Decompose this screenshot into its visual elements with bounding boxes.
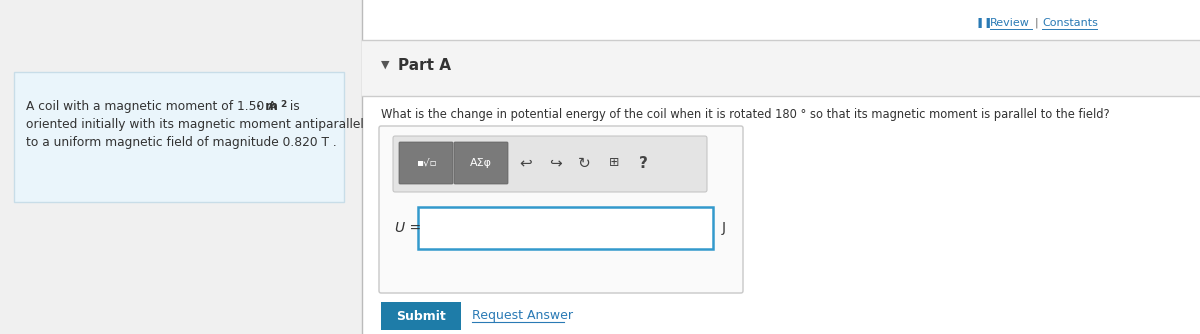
Text: ?: ? [638, 156, 648, 170]
Text: Request Answer: Request Answer [472, 310, 574, 323]
FancyBboxPatch shape [394, 136, 707, 192]
Text: J: J [722, 221, 726, 235]
Text: |: | [1034, 18, 1039, 28]
Text: to a uniform magnetic field of magnitude 0.820 T .: to a uniform magnetic field of magnitude… [26, 136, 337, 149]
Text: 2: 2 [280, 100, 287, 109]
FancyBboxPatch shape [398, 142, 454, 184]
Text: ❚❚: ❚❚ [976, 18, 995, 28]
FancyBboxPatch shape [454, 142, 508, 184]
FancyBboxPatch shape [14, 72, 344, 202]
Bar [362, 0, 1200, 334]
Text: U =: U = [395, 221, 421, 235]
Bar [418, 207, 713, 249]
Text: What is the change in potential energy of the coil when it is rotated 180 ° so t: What is the change in potential energy o… [382, 108, 1110, 121]
Text: A coil with a magnetic moment of 1.50 A: A coil with a magnetic moment of 1.50 A [26, 100, 276, 113]
Text: ↩: ↩ [520, 156, 533, 170]
Text: ▼: ▼ [382, 60, 390, 70]
Text: Submit: Submit [396, 310, 446, 323]
Text: ▪√▫: ▪√▫ [415, 158, 437, 168]
FancyBboxPatch shape [379, 126, 743, 293]
Text: ↻: ↻ [577, 156, 590, 170]
Text: AΣφ: AΣφ [470, 158, 492, 168]
Text: ↪: ↪ [548, 156, 562, 170]
Text: Review: Review [990, 18, 1030, 28]
FancyBboxPatch shape [382, 302, 461, 330]
Text: · m: · m [252, 100, 278, 113]
Bar [362, 41, 1200, 96]
Text: Constants: Constants [1042, 18, 1098, 28]
Bar [0, 0, 362, 334]
Text: oriented initially with its magnetic moment antiparallel: oriented initially with its magnetic mom… [26, 118, 364, 131]
Text: Part A: Part A [398, 58, 451, 73]
Text: ⊞: ⊞ [608, 157, 619, 169]
Text: is: is [286, 100, 300, 113]
